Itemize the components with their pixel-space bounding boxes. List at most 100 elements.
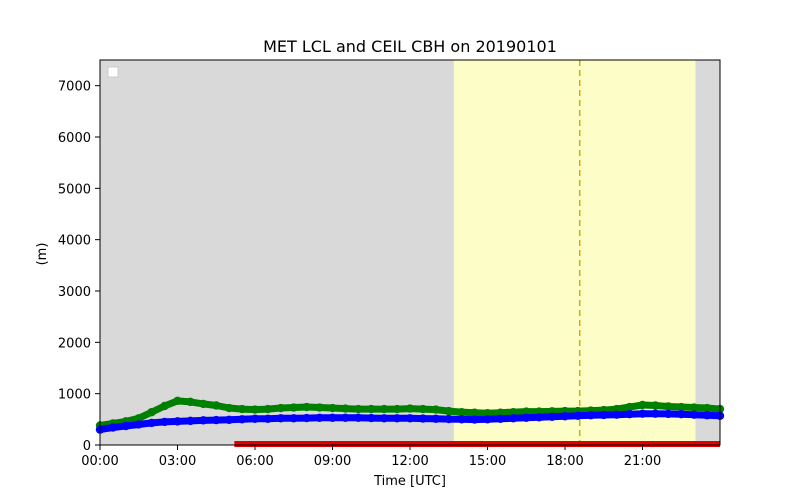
series-1 [95,409,725,434]
series-1-point [431,414,441,424]
series-0-point [147,407,156,417]
y-tick-label: 3000 [58,285,91,300]
x-tick-label: 12:00 [391,454,428,469]
series-1-point [108,423,118,432]
series-0-point [186,397,195,407]
series-1-point [328,413,337,422]
series-1-point [444,414,453,424]
series-0-point [625,402,634,412]
series-0-point [134,414,143,423]
x-tick-label: 15:00 [469,454,506,469]
series-0-point [392,404,402,414]
series-1-point [496,414,505,424]
series-0-point [483,408,492,418]
series-1-point [212,415,221,425]
series-1-point [586,411,596,420]
series-1-point [173,417,182,426]
x-tick-label: 18:00 [546,454,583,469]
series-1-point [147,418,156,428]
series-0-point [509,407,518,417]
series-0-point [263,404,273,414]
chart-title: MET LCL and CEIL CBH on 20190101 [263,37,557,56]
x-tick-label: 09:00 [314,454,351,469]
series-1-point [237,415,247,424]
series-1-point [573,411,583,420]
y-tick-label: 7000 [58,80,91,95]
series-1-point [677,410,686,419]
series-layer [95,396,725,434]
series-1-point [638,409,647,418]
series-1-point [457,415,466,424]
series-1-point [651,409,660,418]
series-1-point [186,416,195,426]
y-tick-label: 1000 [58,388,91,403]
y-tick-label: 4000 [58,234,91,249]
legend-box [107,66,119,78]
background-span-2 [695,60,720,445]
series-0-point [677,402,686,412]
series-1-point [392,414,402,423]
baseline-bar [234,441,721,447]
series-0-point [457,407,466,417]
series-0-point [224,403,234,413]
series-0-point [651,401,660,410]
y-tick-label: 0 [83,439,91,454]
series-0-point [379,404,389,414]
x-axis-label: Time [UTC] [373,474,446,489]
series-1-point [664,409,673,419]
series-0-point [289,403,298,412]
y-tick-label: 2000 [58,336,91,351]
series-0-point [367,404,376,414]
series-1-point [250,414,260,424]
series-1-point [509,414,518,423]
series-0-point [237,404,247,414]
series-1-point [418,414,428,423]
series-1-point [224,415,234,425]
background-span-1 [453,60,696,445]
series-1-point [612,410,621,419]
series-0-point [341,404,350,413]
series-0-point [638,400,647,410]
series-1-point [263,414,273,424]
series-0-point [173,396,182,406]
series-0-point [354,404,363,414]
series-0-point [405,404,415,413]
series-0-point [470,408,479,417]
y-tick-label: 5000 [58,182,91,197]
series-1-point [354,413,363,422]
series-1-point [534,413,544,422]
series-0-point [302,402,311,412]
series-1-point [289,414,298,423]
series-1-point [367,413,376,423]
series-0-point [496,408,505,417]
baseline-layer [234,441,721,447]
series-1-point [689,410,699,419]
series-1-point [470,415,479,424]
x-tick-label: 21:00 [624,454,661,469]
series-0-point [212,401,221,410]
x-tick-label: 00:00 [81,454,118,469]
series-1-point [522,413,531,422]
series-0-point [160,401,169,411]
series-1-point [276,414,286,423]
y-tick-label: 6000 [58,131,91,146]
y-axis: 0 1000 2000 3000 4000 5000 6000 7000 [58,80,100,454]
series-0-point [199,399,208,409]
series-0-point [250,405,260,414]
series-1-point [702,411,712,420]
series-0-point [702,403,712,413]
series-1-point [560,412,570,421]
series-1-point [302,413,311,423]
series-0-point [328,403,337,413]
series-0-point [315,403,324,412]
series-1-point [121,421,131,431]
x-tick-label: 03:00 [159,454,196,469]
series-1-point [199,416,208,425]
series-0-point [444,406,453,416]
series-1-point [547,412,557,421]
series-1-point [379,414,389,423]
plot-background [100,60,720,445]
x-axis: 00:00 03:00 06:00 09:00 12:00 15:00 18:00 21:00 [81,445,661,469]
background-span-0 [100,60,454,445]
